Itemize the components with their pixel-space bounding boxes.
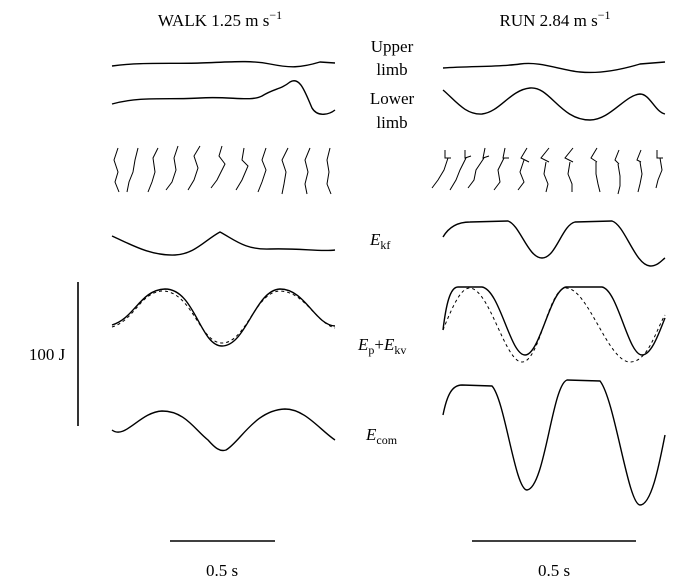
plus: + (374, 335, 384, 354)
symbol: E (383, 335, 395, 354)
symbol: E (365, 425, 377, 444)
scale-label: 0.5 s (206, 561, 238, 580)
scale-label: 0.5 s (538, 561, 570, 580)
trace (442, 87, 666, 121)
trace-dashed (442, 287, 666, 363)
trace (442, 61, 666, 74)
row-label: Ekf (369, 230, 390, 252)
title-sup: −1 (598, 8, 611, 22)
column-title: WALK 1.25 m s−1 (158, 8, 282, 30)
title-sup: −1 (269, 8, 282, 22)
subscript: com (376, 433, 397, 447)
subscript: kf (380, 238, 390, 252)
trace (442, 379, 666, 506)
scale-label: 100 J (29, 345, 66, 364)
row-label: limb (376, 60, 407, 79)
stick-figures (431, 147, 663, 195)
row-label: limb (376, 113, 407, 132)
trace (111, 288, 336, 347)
row-label: Ep+Ekv (357, 335, 406, 357)
subscript: p (368, 343, 374, 357)
trace-dashed (111, 290, 336, 344)
row-label: Ecom (365, 425, 398, 447)
title-text: WALK 1.25 m s (158, 11, 269, 30)
trace (111, 60, 336, 68)
stick-figures (113, 145, 332, 195)
trace (442, 286, 666, 356)
trace (111, 408, 336, 452)
subscript: kv (394, 343, 406, 357)
symbol: E (357, 335, 369, 354)
row-label: Lower (370, 89, 415, 108)
row-label: Upper (371, 37, 414, 56)
title-text: RUN 2.84 m s (499, 11, 597, 30)
trace (442, 220, 666, 267)
symbol: E (369, 230, 381, 249)
trace (111, 231, 336, 256)
column-title: RUN 2.84 m s−1 (499, 8, 610, 30)
trace (111, 80, 336, 115)
